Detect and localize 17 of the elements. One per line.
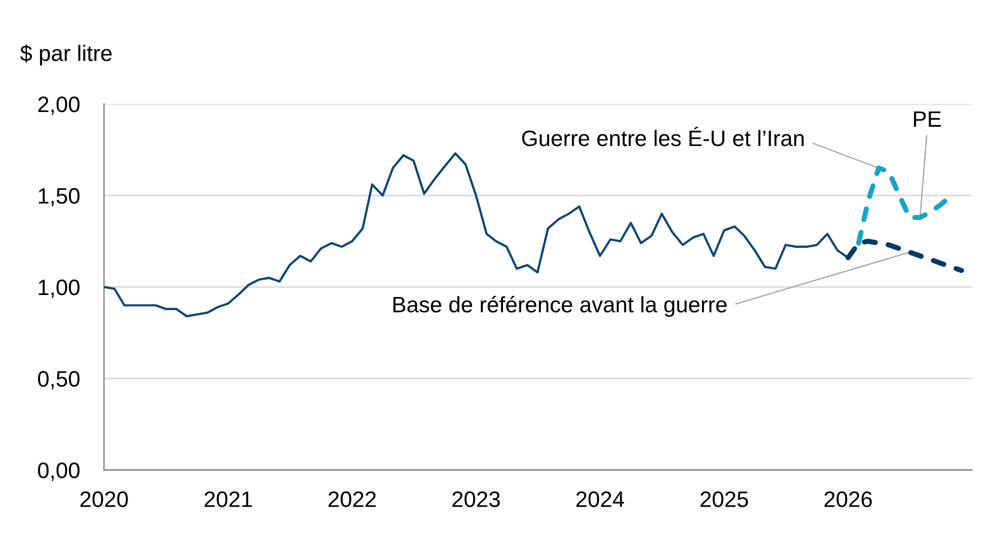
y-tick-label: 2,00 (38, 96, 80, 115)
x-tick-label: 2022 (328, 491, 376, 508)
x-tick-label: 2026 (824, 491, 872, 508)
y-tick-label: 1,50 (38, 188, 80, 206)
annotation: PE (914, 111, 941, 127)
x-tick-label: 2023 (452, 491, 500, 508)
y-tick-label: 0,00 (38, 462, 80, 481)
y-axis-title: $ par litre (20, 44, 112, 66)
x-tick-label: 2025 (700, 491, 748, 508)
line-series (104, 152, 850, 318)
annotation: Base de référence avant la guerre (393, 296, 727, 317)
x-tick-label: 2021 (204, 491, 252, 508)
x-tick-label: 2020 (80, 491, 128, 508)
y-tick-label: 0,50 (38, 371, 80, 390)
annotation: Guerre entre les É-U et l’Iran (522, 126, 804, 146)
x-tick-label: 2024 (576, 491, 624, 508)
y-tick-label: 1,00 (38, 280, 80, 298)
